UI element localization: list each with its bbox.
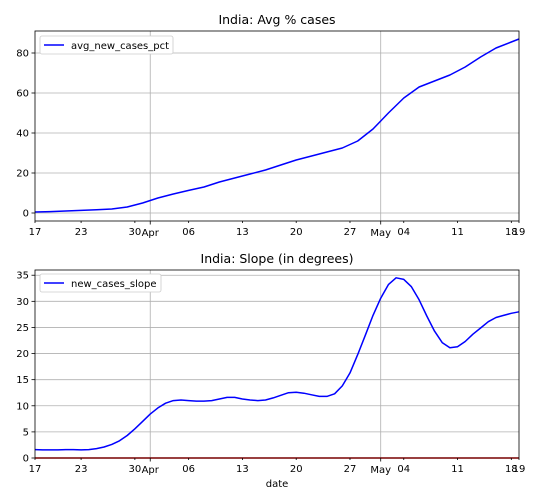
x-tick-label: 19 xyxy=(513,464,526,475)
x-tick-label: May xyxy=(370,228,391,239)
x-tick-label: 23 xyxy=(75,227,88,238)
legend-label-new-cases-slope: new_cases_slope xyxy=(71,279,156,290)
x-tick-label: 06 xyxy=(182,227,195,238)
plot-frame xyxy=(35,31,519,221)
chart-title: India: Avg % cases xyxy=(218,12,335,27)
x-tick-label: May xyxy=(370,465,391,476)
x-tick-label: 17 xyxy=(29,464,42,475)
y-tick-label: 20 xyxy=(16,169,29,180)
legend: new_cases_slope xyxy=(40,274,161,292)
avg-cases-chart: India: Avg % cases 0 20 40 60 80 17 23 30 Apr 06… xyxy=(16,12,525,239)
x-tick-label: Apr xyxy=(142,228,160,239)
y-tick-label: 0 xyxy=(23,454,29,465)
legend: avg_new_cases_pct xyxy=(40,36,173,54)
x-tick-label: 30 xyxy=(129,464,142,475)
series-group xyxy=(35,278,519,458)
avg-new-cases-pct-line xyxy=(35,39,519,212)
x-tick-label: 23 xyxy=(75,464,88,475)
x-tick-label: 27 xyxy=(344,464,357,475)
y-tick-label: 10 xyxy=(16,401,29,412)
x-tick-label: 20 xyxy=(290,227,303,238)
y-axis: 0 5 10 15 20 25 30 35 xyxy=(16,271,35,465)
grid-group xyxy=(35,31,519,221)
y-axis: 0 20 40 60 80 xyxy=(16,49,35,220)
x-tick-label: Apr xyxy=(142,465,160,476)
y-tick-label: 35 xyxy=(16,271,29,282)
x-tick-label: 27 xyxy=(344,227,357,238)
x-tick-label: 13 xyxy=(236,464,249,475)
x-tick-label: 11 xyxy=(451,464,464,475)
x-tick-label: 04 xyxy=(397,464,410,475)
chart-title: India: Slope (in degrees) xyxy=(201,251,354,266)
y-tick-label: 25 xyxy=(16,323,29,334)
legend-label-avg-new-cases-pct: avg_new_cases_pct xyxy=(71,41,169,52)
x-tick-label: 19 xyxy=(513,227,526,238)
y-tick-label: 0 xyxy=(23,209,29,220)
y-tick-label: 40 xyxy=(16,129,29,140)
plot-frame xyxy=(35,270,519,458)
y-tick-label: 20 xyxy=(16,349,29,360)
y-tick-label: 60 xyxy=(16,89,29,100)
series-group xyxy=(35,39,519,212)
x-tick-label: 20 xyxy=(290,464,303,475)
x-tick-label: 30 xyxy=(129,227,142,238)
x-tick-label: 17 xyxy=(29,227,42,238)
y-tick-label: 15 xyxy=(16,375,29,386)
new-cases-slope-line xyxy=(35,278,519,450)
x-tick-label: 11 xyxy=(451,227,464,238)
slope-chart: India: Slope (in degrees) 0 5 10 15 20 25 30 35… xyxy=(16,251,525,490)
y-tick-label: 30 xyxy=(16,297,29,308)
grid-group xyxy=(35,270,519,458)
x-tick-label: 06 xyxy=(182,464,195,475)
x-tick-label: 04 xyxy=(397,227,410,238)
x-tick-label: 13 xyxy=(236,227,249,238)
y-tick-label: 5 xyxy=(23,427,29,438)
x-axis-label: date xyxy=(266,479,289,490)
y-tick-label: 80 xyxy=(16,49,29,60)
